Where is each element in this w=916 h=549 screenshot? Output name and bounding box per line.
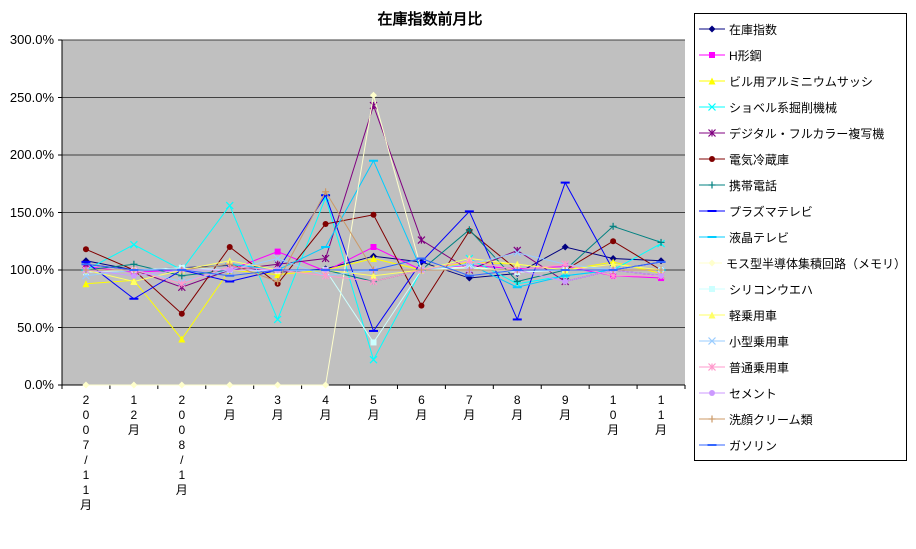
chart-title: 在庫指数前月比 [377, 11, 483, 28]
legend-label: モス型半導体集積回路（メモリ） [725, 256, 906, 271]
legend-item: 電気冷蔵庫 [699, 151, 906, 168]
legend-sample-triangle-icon [699, 311, 725, 319]
legend-label: ガソリン [729, 438, 778, 453]
legend-item: ショベル系掘削機械 [699, 99, 906, 116]
y-axis-label: 100.0% [9, 262, 54, 277]
y-axis-label: 150.0% [9, 204, 54, 220]
legend: 在庫指数 H形鋼ビル用アルミニウムサッシ ショベル系掘削機械デジタル・フルカラー複写… [694, 13, 907, 461]
y-axis-label: 300.0% [9, 32, 54, 47]
legend-item: シリコンウエハ [699, 281, 906, 298]
legend-label: 携帯電話 [729, 178, 778, 193]
legend-sample-dash-icon [699, 444, 725, 446]
legend-item: 普通乗用車 [699, 359, 906, 376]
legend-label: 在庫指数 [729, 22, 778, 37]
y-axis-label: 250.0% [9, 89, 54, 105]
legend-label: H形鋼 [729, 48, 762, 63]
legend-sample-x-icon [699, 337, 725, 345]
legend-item: デジタル・フルカラー複写機 [699, 125, 906, 142]
legend-label: 電気冷蔵庫 [729, 152, 790, 167]
legend-item: 洗顔クリーム類 [699, 411, 906, 428]
legend-sample-diamond-icon [699, 259, 722, 267]
legend-label: 洗顔クリーム類 [729, 412, 813, 427]
x-axis-label: 2 0 0 7/1 1 月 [79, 393, 92, 512]
legend-sample-x-icon [699, 103, 725, 111]
legend-label: ショベル系掘削機械 [729, 100, 838, 115]
legend-sample-dash-icon [699, 236, 725, 238]
legend-sample-circle-icon [699, 156, 725, 162]
legend-item: H形鋼 [699, 47, 906, 64]
legend-item: 液晶テレビ [699, 229, 906, 246]
legend-label: 軽乗用車 [729, 308, 778, 323]
legend-label: 小型乗用車 [729, 334, 790, 349]
legend-item: プラズマテレビ [699, 203, 906, 220]
legend-sample-square-icon [699, 52, 725, 58]
legend-sample-diamond-icon [699, 25, 725, 33]
legend-label: ビル用アルミニウムサッシ [729, 74, 873, 89]
x-axis-label: 2 0 0 8/1 月 [175, 393, 188, 497]
legend-item: 小型乗用車 [699, 333, 906, 350]
legend-item: ガソリン [699, 437, 906, 454]
legend-item: 携帯電話 [699, 177, 906, 194]
series-16 [81, 257, 666, 277]
legend-item: セメント [699, 385, 906, 402]
legend-sample-circle-icon [699, 390, 725, 396]
legend-label: 普通乗用車 [729, 360, 790, 375]
legend-item: ビル用アルミニウムサッシ [699, 73, 906, 90]
legend-sample-dash-icon [699, 210, 725, 212]
legend-sample-asterisk-icon [699, 129, 725, 137]
legend-item: 在庫指数 [699, 21, 906, 38]
legend-label: プラズマテレビ [729, 204, 813, 219]
legend-sample-asterisk-icon [699, 363, 725, 371]
legend-sample-plus-icon [699, 415, 725, 423]
legend-label: デジタル・フルカラー複写機 [729, 126, 885, 141]
legend-item: モス型半導体集積回路（メモリ） [699, 255, 906, 272]
legend-label: セメント [729, 386, 777, 401]
legend-label: シリコンウエハ [729, 282, 814, 297]
legend-sample-plus-icon [699, 181, 725, 189]
y-axis-label: 0.0% [24, 377, 54, 392]
legend-label: 液晶テレビ [729, 230, 790, 245]
legend-sample-square-icon [699, 286, 725, 292]
y-axis-label: 50.0% [17, 319, 54, 335]
legend-sample-triangle-icon [699, 77, 725, 85]
y-axis-label: 200.0% [9, 147, 54, 162]
legend-item: 軽乗用車 [699, 307, 906, 324]
